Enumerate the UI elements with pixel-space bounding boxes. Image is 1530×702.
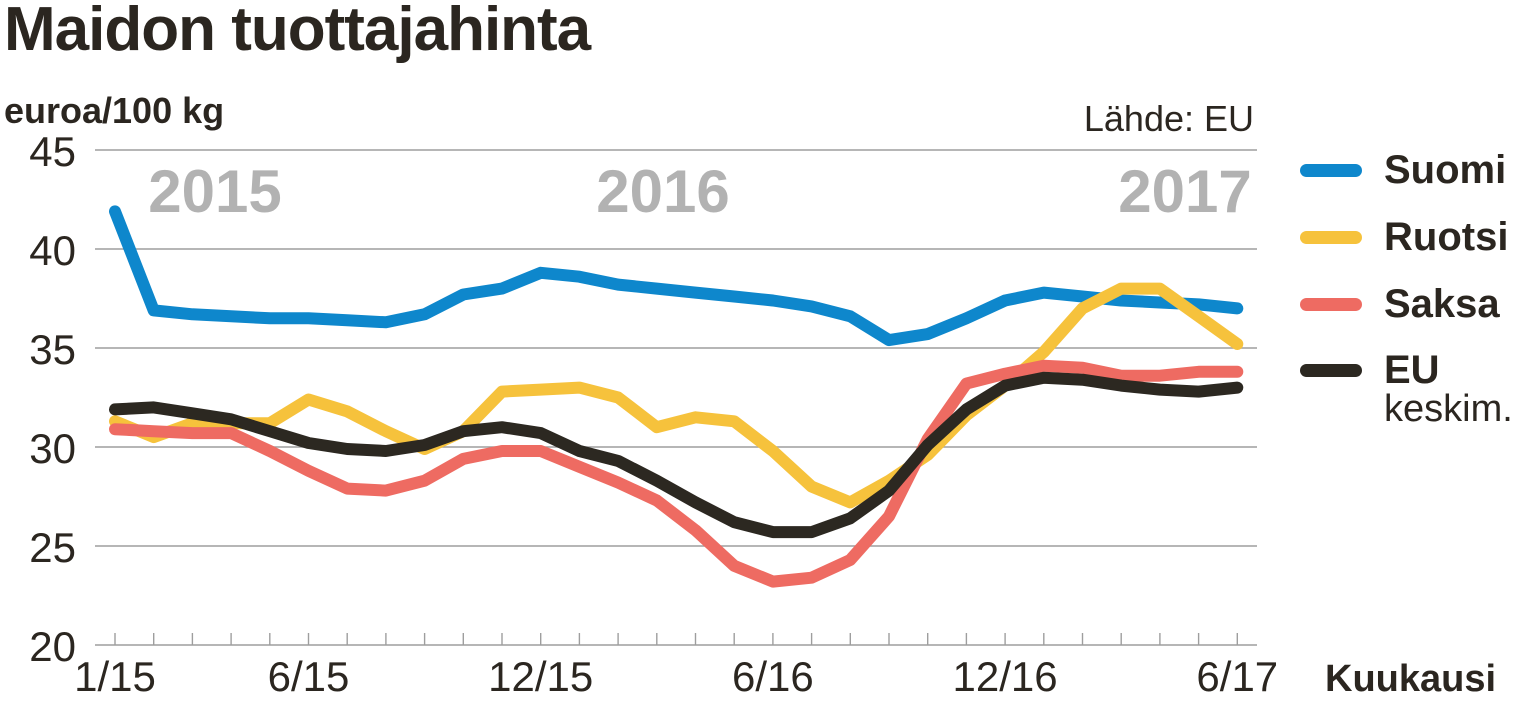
x-tick-label: 12/16 [953, 653, 1058, 700]
legend-label: Suomi [1384, 148, 1507, 192]
unit-label: euroa/100 kg [4, 90, 225, 131]
legend-label: Saksa [1384, 282, 1500, 326]
x-axis: 1/15 6/15 12/15 6/16 12/16 6/17 [74, 633, 1278, 700]
legend-item-eu: EU [1300, 348, 1440, 393]
year-label: 2015 [148, 158, 281, 225]
source-label: Lähde: EU [1083, 98, 1254, 139]
legend-label: Ruotsi [1384, 215, 1509, 259]
series-line-suomi [109, 205, 1244, 347]
x-tick-label: 6/17 [1196, 653, 1278, 700]
legend-swatch-eu [1300, 364, 1362, 377]
y-tick-label: 35 [29, 326, 76, 373]
legend-item-suomi: Suomi [1300, 148, 1506, 193]
y-tick-label: 40 [29, 227, 76, 274]
gridlines [95, 149, 1257, 547]
y-tick-label: 45 [29, 128, 76, 175]
data-series [109, 205, 1244, 588]
x-tick-label: 1/15 [74, 653, 156, 700]
series-line-ruotsi [109, 282, 1244, 509]
year-label: 2017 [1118, 158, 1251, 225]
legend-eu-sublabel: keskim. [1384, 388, 1513, 430]
legend-swatch-saksa [1300, 298, 1362, 311]
y-tick-label: 30 [29, 425, 76, 472]
y-tick-label: 20 [29, 623, 76, 670]
y-axis-ticks: 20 25 30 35 40 45 [29, 128, 76, 670]
series-line-eu [109, 371, 1244, 539]
y-tick-label: 25 [29, 524, 76, 571]
x-tick-label: 6/16 [732, 653, 814, 700]
x-axis-label: Kuukausi [1325, 658, 1496, 700]
year-annotations: 2015 2016 2017 [148, 158, 1251, 225]
chart-title: Maidon tuottajahinta [4, 0, 591, 64]
legend-label: EU [1384, 348, 1440, 392]
year-label: 2016 [596, 158, 729, 225]
x-tick-label: 12/15 [488, 653, 593, 700]
legend-item-ruotsi: Ruotsi [1300, 215, 1508, 260]
x-tick-label: 6/15 [268, 653, 350, 700]
series-line-saksa [109, 359, 1244, 588]
legend-swatch-ruotsi [1300, 231, 1362, 244]
legend-swatch-suomi [1300, 164, 1362, 177]
legend-item-saksa: Saksa [1300, 282, 1500, 327]
